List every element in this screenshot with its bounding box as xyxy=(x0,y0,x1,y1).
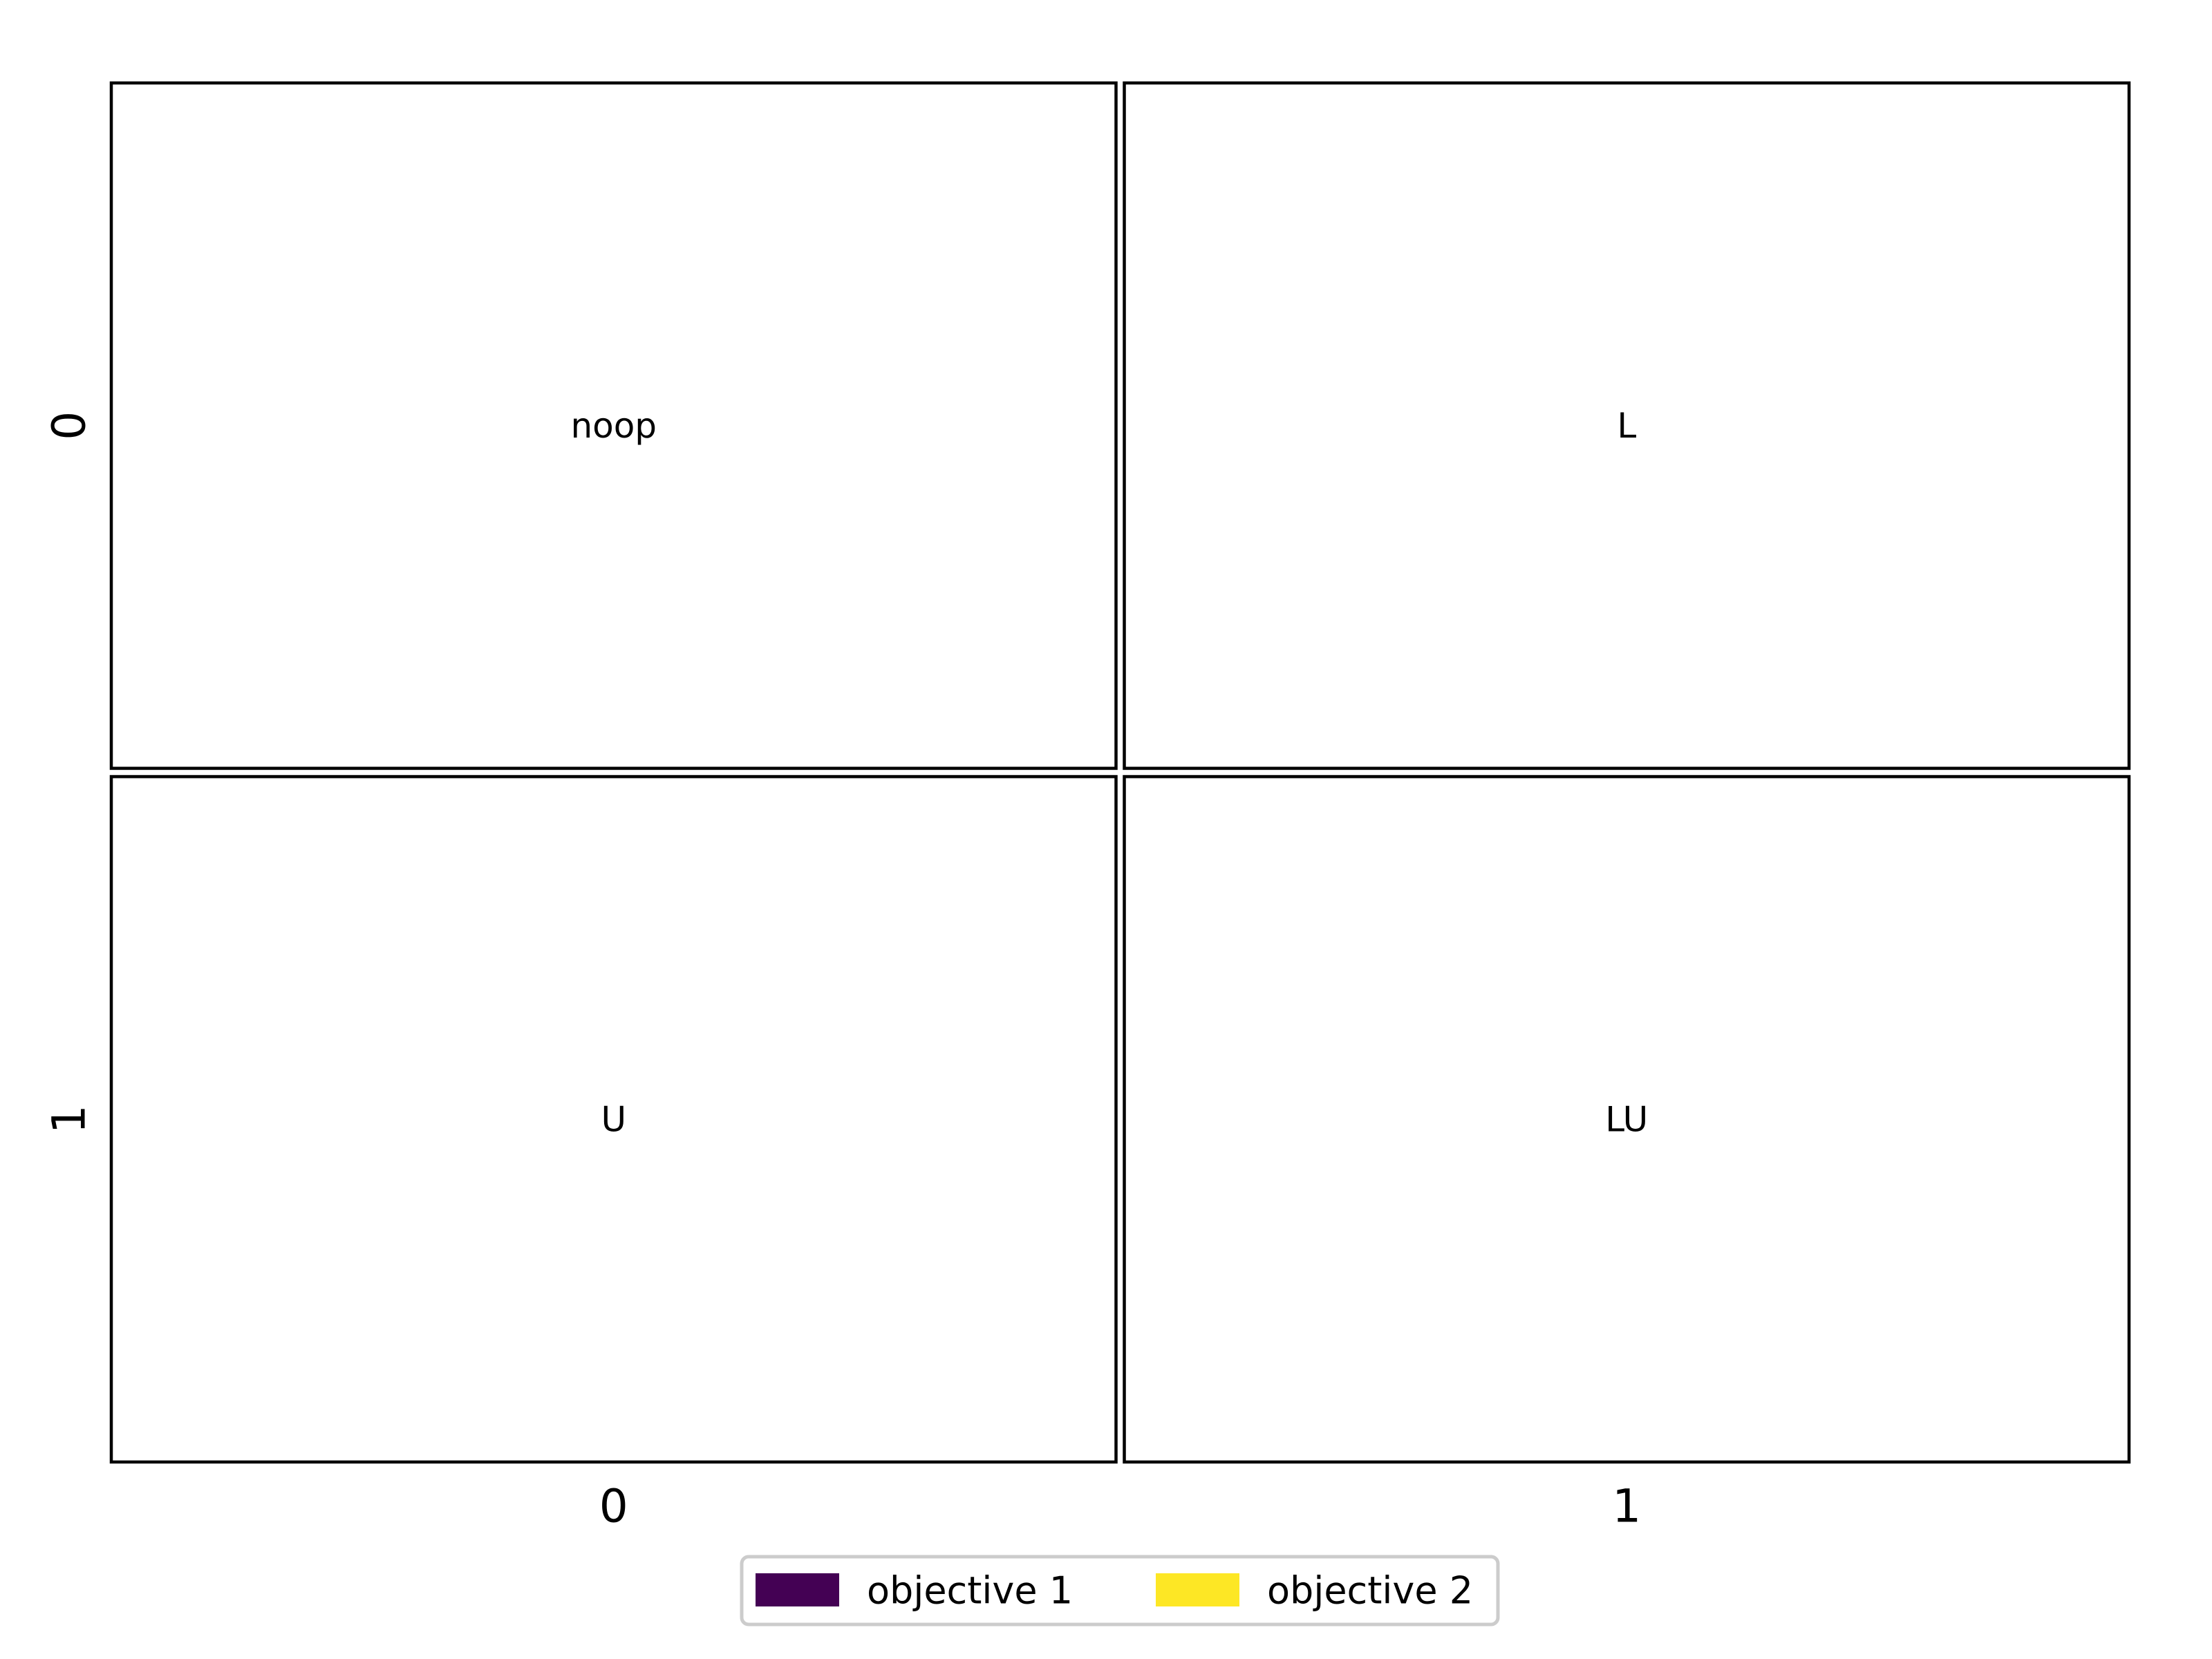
legend-label: objective 1 xyxy=(867,1569,1073,1613)
cell-label: L xyxy=(1617,406,1636,446)
legend-swatch xyxy=(756,1573,839,1606)
heatmap-cell xyxy=(109,81,1118,770)
heatmap-cell xyxy=(1123,775,2131,1464)
y-tick-label: 0 xyxy=(43,411,96,440)
heatmap-cell xyxy=(109,775,1118,1464)
cell-label: noop xyxy=(570,406,657,446)
x-tick-label: 1 xyxy=(1612,1480,1641,1533)
x-tick-label: 0 xyxy=(599,1480,628,1533)
y-tick-label: 1 xyxy=(43,1105,96,1134)
legend-swatch xyxy=(1156,1573,1239,1606)
cell-label: U xyxy=(601,1099,626,1139)
cell-label: LU xyxy=(1605,1099,1648,1139)
heatmap-cell xyxy=(1123,81,2131,770)
legend-label: objective 2 xyxy=(1267,1569,1473,1613)
legend-frame xyxy=(740,1555,1500,1627)
